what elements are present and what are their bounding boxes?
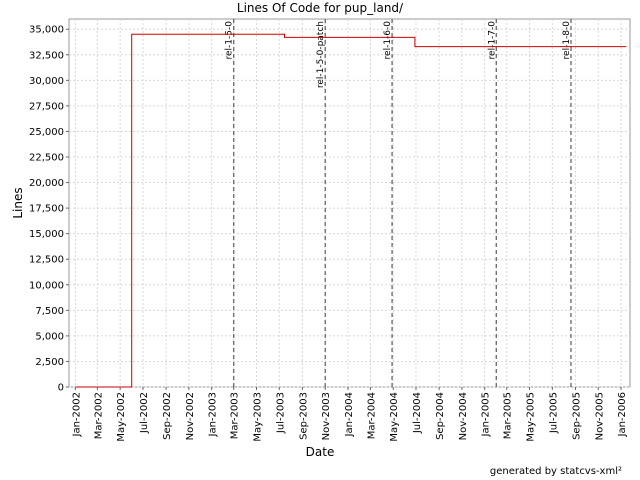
plot-area bbox=[68, 18, 631, 388]
y-tick-label: 17,500 bbox=[29, 204, 64, 215]
x-tick-label: Mar-2002 bbox=[93, 392, 104, 439]
x-tick-label: Jan-2003 bbox=[208, 392, 219, 437]
x-axis-label: Date bbox=[306, 445, 335, 459]
x-tick-label: May-2004 bbox=[389, 392, 400, 442]
release-marker-label: rel-1-6-0 bbox=[383, 21, 393, 60]
y-tick-label: 20,000 bbox=[29, 178, 64, 189]
y-tick-label: 15,000 bbox=[29, 229, 64, 240]
x-tick-label: Nov-2005 bbox=[594, 392, 605, 440]
x-tick-label: Sep-2005 bbox=[571, 392, 582, 440]
release-marker-label: rel-1-5-0-patch bbox=[316, 21, 326, 88]
y-tick-label: 7,500 bbox=[35, 306, 64, 317]
y-axis: 0 2,500 5,000 7,500 10,000 12,500 15,000 17,500… bbox=[29, 25, 69, 394]
release-marker-label: rel-1-5-0 bbox=[225, 21, 235, 60]
x-tick-label: Jan-2006 bbox=[617, 392, 628, 437]
generator-credit: generated by statcvs-xml² bbox=[490, 466, 622, 477]
x-tick-label: Jan-2005 bbox=[481, 392, 492, 437]
y-tick-label: 2,500 bbox=[35, 357, 64, 368]
x-tick-label: Nov-2003 bbox=[321, 392, 332, 440]
x-tick-label: Jul-2004 bbox=[412, 392, 423, 434]
x-axis: Jan-2002 Mar-2002 May-2002 Jul-2002 Sep-2002… bbox=[71, 387, 628, 442]
x-tick-label: Jul-2002 bbox=[139, 392, 150, 434]
release-marker-label: rel-1-7-0 bbox=[487, 21, 497, 60]
x-tick-label: Sep-2003 bbox=[298, 392, 309, 440]
y-tick-label: 25,000 bbox=[29, 127, 64, 138]
x-tick-label: Nov-2002 bbox=[185, 392, 196, 440]
y-tick-label: 30,000 bbox=[29, 76, 64, 87]
y-tick-label: 5,000 bbox=[35, 331, 64, 342]
y-axis-label: Lines bbox=[11, 187, 25, 218]
x-tick-label: Mar-2005 bbox=[503, 392, 514, 439]
x-tick-label: Mar-2004 bbox=[366, 392, 377, 439]
release-markers: rel-1-5-0 rel-1-5-0-patch rel-1-6-0 rel-1-7… bbox=[225, 19, 572, 387]
x-tick-label: Jul-2003 bbox=[275, 392, 286, 434]
y-tick-label: 0 bbox=[58, 383, 64, 394]
series-layer bbox=[75, 33, 627, 388]
y-tick-label: 32,500 bbox=[29, 50, 64, 61]
x-tick-label: Jan-2004 bbox=[344, 392, 355, 437]
x-tick-label: May-2005 bbox=[526, 392, 537, 442]
x-tick-label: May-2003 bbox=[252, 392, 263, 442]
y-tick-label: 35,000 bbox=[29, 25, 64, 36]
y-tick-label: 22,500 bbox=[29, 153, 64, 164]
release-marker-label: rel-1-8-0 bbox=[562, 21, 572, 60]
y-tick-label: 10,000 bbox=[29, 280, 64, 291]
y-tick-label: 12,500 bbox=[29, 255, 64, 266]
y-tick-label: 27,500 bbox=[29, 101, 64, 112]
x-tick-label: Jan-2002 bbox=[71, 392, 82, 437]
x-tick-label: Jul-2005 bbox=[548, 392, 559, 434]
chart-title: Lines Of Code for pup_land/ bbox=[237, 1, 404, 15]
x-tick-label: Nov-2004 bbox=[458, 392, 469, 440]
loc-series-line bbox=[75, 33, 627, 388]
x-tick-label: Sep-2002 bbox=[162, 392, 173, 440]
x-tick-label: Mar-2003 bbox=[230, 392, 241, 439]
x-tick-label: May-2002 bbox=[116, 392, 127, 442]
x-tick-label: Sep-2004 bbox=[435, 392, 446, 440]
grid bbox=[69, 19, 630, 388]
